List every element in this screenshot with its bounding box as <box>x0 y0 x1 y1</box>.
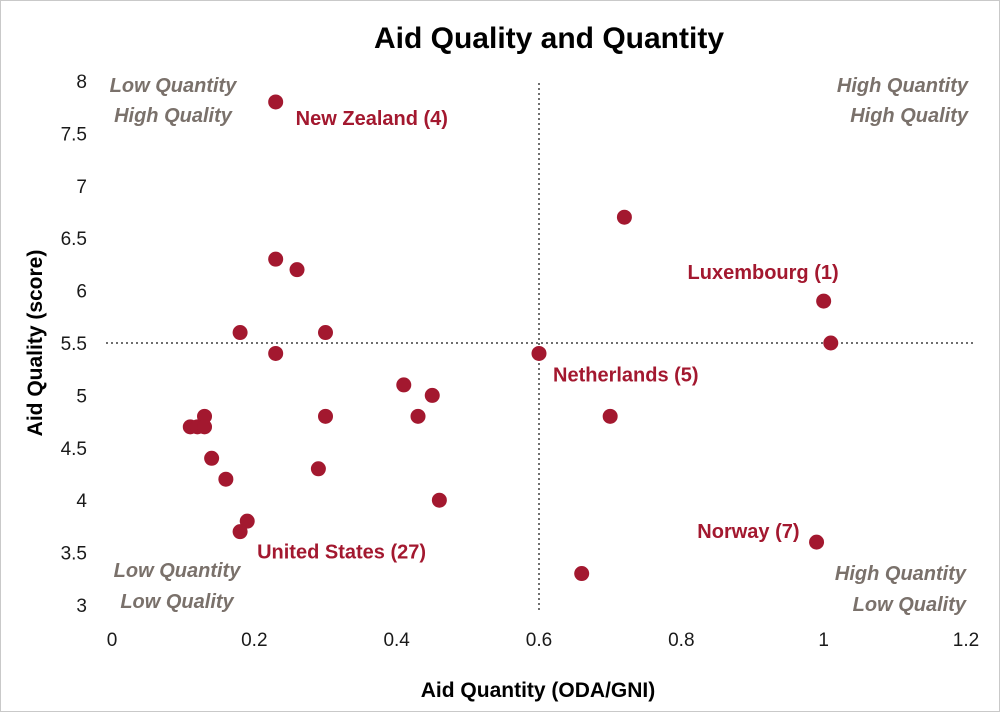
x-tick-label: 1 <box>818 630 829 651</box>
quadrant-label-bottom-right: High Quantity <box>835 563 967 585</box>
quadrant-label-top-right: High Quality <box>850 105 969 127</box>
y-axis-title: Aid Quality (score) <box>24 250 47 437</box>
y-tick-label: 4.5 <box>61 439 87 460</box>
data-point <box>816 293 832 309</box>
y-tick-label: 4 <box>76 491 87 512</box>
data-point <box>318 325 333 341</box>
quadrant-labels: Low Quantity High Quality High Quantity Hig… <box>110 75 969 616</box>
x-tick-label: 0.2 <box>241 630 267 651</box>
data-point <box>289 262 305 278</box>
quadrant-label-bottom-right: Low Quality <box>853 594 967 616</box>
x-tick-label: 0.4 <box>383 630 410 651</box>
x-axis-ticks: 0 0.2 0.4 0.6 0.8 1 1.2 <box>107 630 980 651</box>
y-tick-label: 7 <box>76 177 87 198</box>
y-axis-ticks: 3 3.5 4 4.5 5 5.5 6 6.5 7 7.5 8 <box>61 72 88 617</box>
point-label: United States (27) <box>257 542 426 564</box>
point-label: New Zealand (4) <box>296 108 448 130</box>
x-tick-label: 0.6 <box>526 630 552 651</box>
data-point <box>602 408 618 424</box>
quadrant-label-top-left: High Quality <box>114 105 233 127</box>
x-axis-title: Aid Quantity (ODA/GNI) <box>421 679 656 702</box>
data-point <box>574 566 590 582</box>
point-label: Norway (7) <box>697 521 799 543</box>
quadrant-label-bottom-left: Low Quality <box>120 591 234 613</box>
y-tick-label: 3.5 <box>61 544 87 565</box>
y-tick-label: 6.5 <box>61 229 87 250</box>
point-label: Netherlands (5) <box>553 364 699 386</box>
data-point <box>268 94 284 110</box>
y-tick-label: 8 <box>76 72 87 93</box>
quadrant-label-top-left: Low Quantity <box>110 75 238 97</box>
y-tick-label: 5.5 <box>61 334 87 355</box>
y-tick-label: 5 <box>76 386 87 407</box>
data-point <box>424 387 440 403</box>
y-tick-label: 6 <box>76 282 87 303</box>
data-point <box>396 377 412 393</box>
data-point <box>197 419 213 435</box>
data-point <box>318 408 333 424</box>
y-tick-label: 7.5 <box>61 124 87 145</box>
data-point <box>232 325 248 341</box>
x-tick-label: 0 <box>107 630 118 651</box>
point-label: Luxembourg (1) <box>688 262 839 284</box>
data-point <box>431 492 447 508</box>
y-tick-label: 3 <box>76 596 87 617</box>
data-point <box>310 461 326 477</box>
data-point <box>268 251 284 267</box>
data-point <box>823 335 839 351</box>
data-point <box>204 450 220 466</box>
data-point <box>268 345 284 361</box>
data-point <box>218 471 234 487</box>
data-point <box>809 534 825 550</box>
data-point <box>531 345 547 361</box>
data-point <box>410 408 426 424</box>
x-tick-label: 0.8 <box>668 630 694 651</box>
data-point <box>239 513 255 529</box>
data-point <box>616 209 632 225</box>
point-labels: New Zealand (4) Luxembourg (1) Netherlands… <box>257 108 839 564</box>
data-points <box>182 94 839 582</box>
chart-title: Aid Quality and Quantity <box>374 22 724 55</box>
data-point <box>232 524 248 540</box>
x-tick-label: 1.2 <box>953 630 979 651</box>
data-point <box>197 408 213 424</box>
quadrant-label-bottom-left: Low Quantity <box>114 560 242 582</box>
quadrant-label-top-right: High Quantity <box>837 75 969 97</box>
